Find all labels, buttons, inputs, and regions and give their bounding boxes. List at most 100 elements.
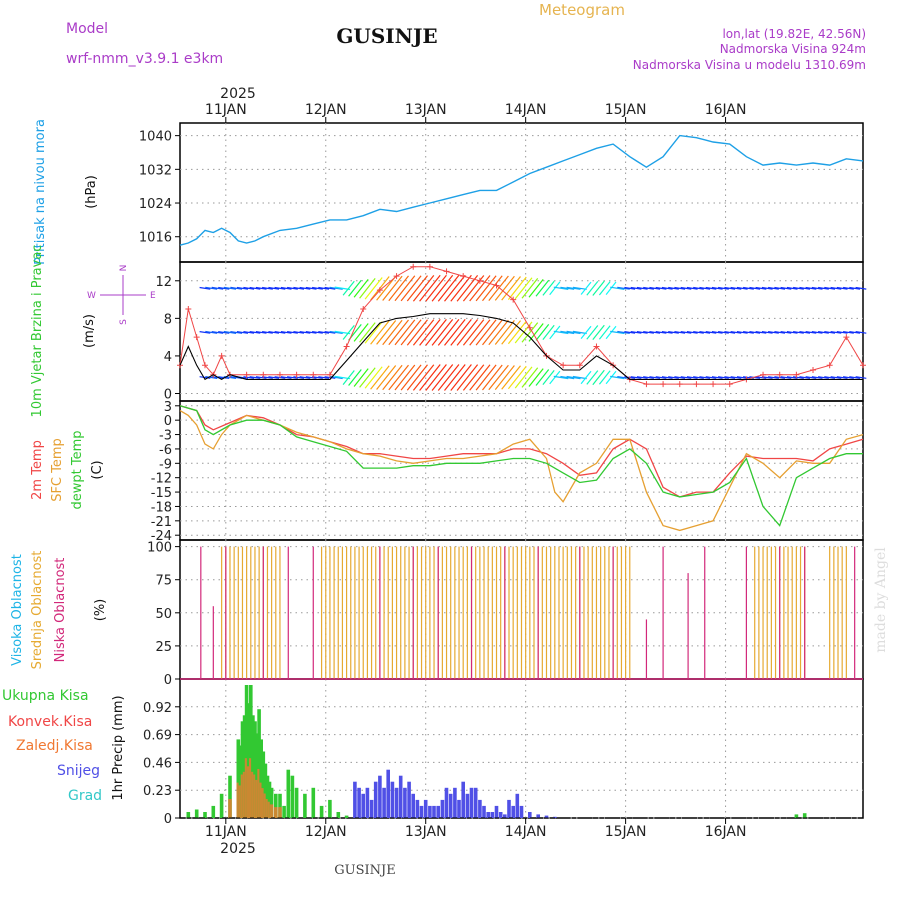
wind-arrow bbox=[592, 280, 605, 296]
wind-gust-marker bbox=[593, 343, 600, 350]
wind-arrow bbox=[836, 376, 848, 379]
precip-bar bbox=[440, 799, 445, 818]
wind-arrow bbox=[655, 286, 667, 290]
frz-precip-bar bbox=[255, 779, 259, 818]
precip-bar bbox=[240, 721, 245, 818]
sfc-temp-title: SFC Temp bbox=[50, 438, 65, 502]
wind-arrow bbox=[243, 376, 255, 379]
wind-arrow bbox=[318, 286, 330, 290]
legend-graupel: Grad bbox=[68, 788, 102, 804]
temp2m-title: 2m Temp bbox=[30, 440, 45, 500]
wind-arrow bbox=[699, 331, 711, 334]
frz-precip-bar bbox=[267, 801, 272, 818]
wind-arrow bbox=[211, 286, 224, 290]
wind-arrow bbox=[605, 370, 617, 385]
wind-arrow bbox=[299, 331, 311, 334]
wind-gust-marker bbox=[760, 371, 767, 378]
wind-arrow bbox=[624, 286, 636, 290]
precip-bar bbox=[490, 812, 495, 818]
precip-bar bbox=[515, 793, 520, 818]
wind-arrow bbox=[444, 274, 466, 302]
precip-title-text: 1hr Precip bbox=[111, 735, 126, 801]
wind-arrow bbox=[494, 275, 515, 301]
wind-arrow bbox=[711, 376, 723, 379]
wind-arrow bbox=[305, 376, 317, 379]
y-tick-label: -12 bbox=[151, 472, 172, 487]
wind-arrow bbox=[394, 275, 416, 302]
legend-frz-precip: Zaledj.Kisa bbox=[16, 738, 93, 754]
wind-arrow bbox=[364, 321, 383, 344]
pressure-plot bbox=[179, 134, 864, 246]
precip-bar bbox=[465, 793, 470, 818]
wind-arrow bbox=[431, 274, 454, 302]
y-tick-label: 0 bbox=[164, 387, 172, 402]
wind-arrow bbox=[824, 286, 836, 290]
wind-arrow bbox=[736, 376, 748, 379]
wind-arrow bbox=[293, 286, 305, 290]
wind-arrow bbox=[793, 286, 804, 290]
wind-arrow bbox=[318, 376, 330, 379]
frz-precip-bar bbox=[238, 785, 243, 818]
precip-bar bbox=[253, 721, 257, 818]
wind-arrow bbox=[605, 281, 617, 295]
wind-arrow bbox=[636, 376, 648, 379]
wind-arrow bbox=[305, 331, 317, 334]
wind-arrow bbox=[353, 368, 369, 387]
y-tick-label: -3 bbox=[159, 429, 172, 444]
wind-arrow bbox=[450, 364, 472, 391]
wind-arrow bbox=[799, 331, 811, 334]
precip-bar bbox=[238, 745, 243, 818]
top-date-label: 14JAN bbox=[505, 102, 547, 118]
frz-precip-bar bbox=[251, 771, 255, 818]
wind-arrow bbox=[501, 320, 521, 345]
wind-arrow bbox=[730, 331, 742, 334]
wind-arrow bbox=[786, 286, 798, 290]
wind-gust-marker bbox=[560, 362, 567, 369]
wind-arrow bbox=[843, 376, 854, 379]
precip-bar bbox=[507, 799, 511, 818]
precip-bar bbox=[461, 781, 465, 818]
precip-bar bbox=[261, 751, 266, 818]
wind-arrow bbox=[293, 376, 305, 379]
precip-bar bbox=[369, 799, 374, 818]
bottom-date-label: 11JAN bbox=[205, 824, 247, 840]
y-tick-label: 0.46 bbox=[143, 756, 172, 771]
frz-precip-bar bbox=[278, 807, 282, 818]
wind-gust-marker bbox=[676, 381, 683, 388]
precip-title: 1hr Precip (mm) bbox=[111, 695, 126, 800]
wind-arrow bbox=[205, 330, 218, 334]
wind-gust-marker bbox=[710, 381, 717, 388]
wind-gust-marker bbox=[393, 273, 400, 280]
wind-arrow bbox=[705, 376, 717, 379]
precip-bar bbox=[444, 787, 449, 818]
wind-arrow bbox=[553, 375, 569, 380]
top-year-label: 2025 bbox=[220, 86, 256, 102]
wind-gust-marker bbox=[776, 371, 783, 378]
wind-arrow bbox=[287, 331, 298, 334]
precip-bar bbox=[311, 787, 316, 818]
legend-conv-precip: Konvek.Kisa bbox=[8, 714, 92, 730]
wind-arrow bbox=[382, 364, 403, 391]
precip-bar bbox=[494, 805, 499, 818]
wind-arrow bbox=[849, 286, 861, 290]
precip-bar bbox=[328, 799, 332, 818]
wind-arrow bbox=[262, 376, 273, 379]
y-tick-label: 100 bbox=[147, 541, 172, 556]
wind-arrow bbox=[437, 364, 460, 391]
frz-precip-bar bbox=[236, 782, 241, 818]
wind-arrow bbox=[560, 375, 575, 380]
wind-arrow bbox=[305, 286, 317, 290]
wind-arrow bbox=[406, 364, 428, 391]
wind-arrow bbox=[855, 286, 867, 290]
wind-gust-marker bbox=[293, 371, 300, 378]
wind-arrow bbox=[376, 275, 397, 301]
wind-arrow bbox=[299, 286, 311, 290]
wind-arrow bbox=[462, 364, 485, 391]
precip-bar bbox=[436, 805, 440, 818]
precip-bar bbox=[249, 685, 253, 818]
wind-arrow bbox=[668, 286, 679, 290]
precip-bar bbox=[246, 703, 251, 818]
precip-bar bbox=[453, 787, 457, 818]
wind-gust-marker bbox=[193, 334, 200, 341]
wind-arrow bbox=[724, 331, 736, 334]
